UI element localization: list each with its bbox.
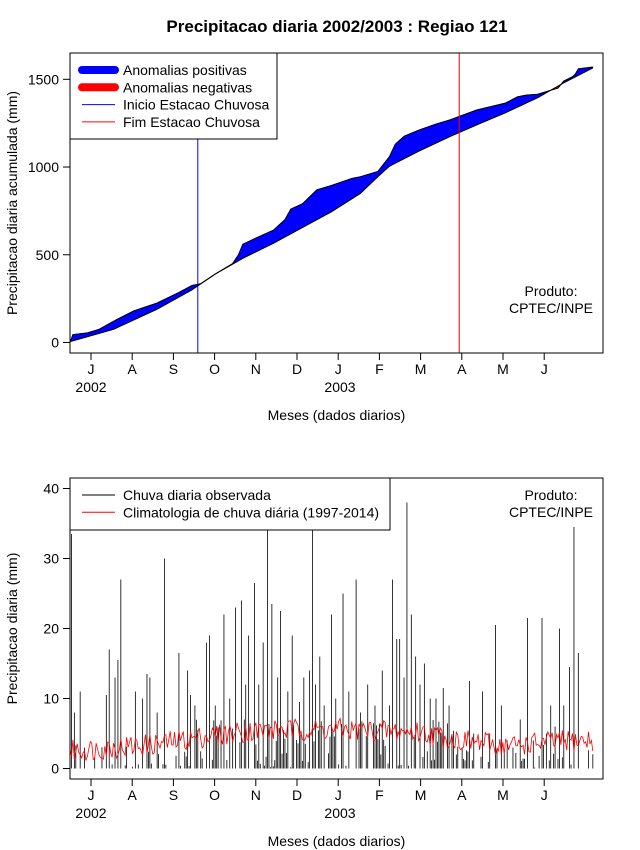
- x-tick-label: A: [128, 787, 138, 803]
- x-tick-label: J: [335, 787, 342, 803]
- legend-label: Inicio Estacao Chuvosa: [123, 97, 270, 113]
- cumulative-precipitation-panel: J A S O N D J F M A M J 2002 2003 0 500 1000 1500 Meses (d…: [4, 52, 604, 423]
- x-tick-label: M: [497, 361, 509, 377]
- y-tick-label: 1500: [28, 71, 59, 87]
- x-axis-label: Meses (dados diarios): [268, 407, 406, 423]
- x-tick-label: J: [88, 361, 95, 377]
- y-tick-label: 10: [43, 691, 59, 707]
- x-tick-label: J: [541, 787, 548, 803]
- legend-label: Fim Estacao Chuvosa: [123, 114, 260, 130]
- x-tick-label: J: [88, 787, 95, 803]
- climatology-daily-line: [69, 717, 594, 761]
- x-tick-label: N: [251, 361, 261, 377]
- x-tick-label: O: [209, 787, 220, 803]
- x-tick-label: J: [541, 361, 548, 377]
- y-tick-label: 1000: [28, 159, 59, 175]
- x-axis-label: Meses (dados diarios): [268, 833, 406, 849]
- legend-label: Anomalias negativas: [123, 79, 252, 95]
- legend-box: [69, 477, 391, 531]
- x-tick-label: J: [335, 361, 342, 377]
- x-tick-label: A: [457, 787, 467, 803]
- x-tick-label: D: [292, 361, 302, 377]
- x-tick-label: M: [415, 361, 427, 377]
- product-label-line1: Produto:: [525, 283, 578, 299]
- legend-label: Climatologia de chuva diária (1997-2014): [123, 504, 379, 520]
- x-tick-label: A: [457, 361, 467, 377]
- y-tick-label: 0: [51, 334, 59, 350]
- year-label: 2002: [75, 379, 106, 395]
- x-tick-label: D: [292, 787, 302, 803]
- plot-frame: [69, 52, 604, 354]
- product-label-line2: CPTEC/INPE: [509, 300, 593, 316]
- y-tick-label: 500: [36, 247, 60, 263]
- year-label: 2003: [324, 379, 355, 395]
- y-axis-label: Precipitacao diaria (mm): [4, 553, 20, 705]
- y-tick-label: 40: [43, 481, 59, 497]
- x-tick-label: O: [209, 361, 220, 377]
- year-label: 2003: [324, 805, 355, 821]
- x-tick-label: M: [415, 787, 427, 803]
- year-label: 2002: [75, 805, 106, 821]
- y-tick-label: 20: [43, 621, 59, 637]
- x-tick-label: S: [169, 361, 178, 377]
- observed-cumulative-line: [69, 66, 593, 343]
- daily-precipitation-panel: J A S O N D J F M A M J 2002 2003 0 10 20 30 40 Meses (dado…: [4, 477, 604, 849]
- x-tick-label: F: [375, 361, 384, 377]
- x-tick-label: M: [497, 787, 509, 803]
- x-tick-label: F: [375, 787, 384, 803]
- legend-label: Anomalias positivas: [123, 62, 247, 78]
- x-tick-label: N: [251, 787, 261, 803]
- y-axis-label: Precipitacao diaria acumulada (mm): [4, 91, 20, 315]
- y-tick-label: 0: [51, 761, 59, 777]
- climatology-cumulative-line: [69, 67, 594, 343]
- product-label-line1: Produto:: [525, 487, 578, 503]
- x-tick-label: A: [128, 361, 138, 377]
- product-label-line2: CPTEC/INPE: [509, 504, 593, 520]
- y-tick-label: 30: [43, 551, 59, 567]
- figure-title: Precipitacao diaria 2002/2003 : Regiao 1…: [166, 17, 507, 36]
- legend-label: Chuva diaria observada: [123, 487, 271, 503]
- x-tick-label: S: [169, 787, 178, 803]
- observed-daily-bars: [69, 502, 594, 769]
